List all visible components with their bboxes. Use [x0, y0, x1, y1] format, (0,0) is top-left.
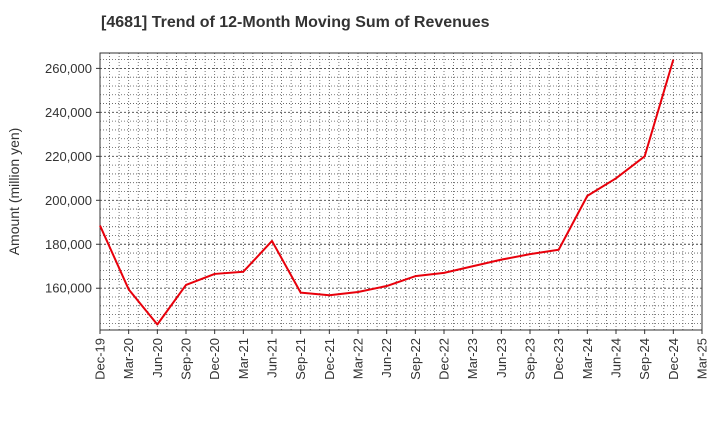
series-layer	[99, 59, 675, 326]
y-tick-label: 180,000	[45, 237, 92, 252]
x-tick-label: Jun-20	[150, 338, 165, 378]
x-tick-label: Dec-24	[666, 338, 681, 380]
y-tick-label: 240,000	[45, 105, 92, 120]
x-tick-label: Mar-24	[580, 338, 595, 379]
x-tick-label: Sep-24	[637, 338, 652, 380]
x-tick-label: Sep-20	[179, 338, 194, 380]
x-tick-label: Mar-23	[465, 338, 480, 379]
y-tick-label: 260,000	[45, 61, 92, 76]
x-tick-label: Dec-23	[551, 338, 566, 380]
y-tick-label: 160,000	[45, 281, 92, 296]
y-tick-label: 200,000	[45, 193, 92, 208]
x-tick-label: Mar-20	[121, 338, 136, 379]
y-tick-label: 220,000	[45, 149, 92, 164]
x-tick-label: Jun-22	[379, 338, 394, 378]
x-tick-label: Mar-25	[695, 338, 710, 379]
y-axis: 160,000 180,000 200,000 220,000 240,000 260,0…	[45, 61, 100, 296]
x-tick-label: Dec-19	[93, 338, 108, 380]
x-tick-label: Jun-23	[494, 338, 509, 378]
x-tick-label: Mar-22	[351, 338, 366, 379]
x-tick-label: Sep-22	[408, 338, 423, 380]
x-axis: Dec-19 Mar-20 Jun-20 Sep-20 Dec-20 Mar-21 Jun-…	[93, 330, 710, 380]
plot-frame	[99, 52, 703, 331]
x-tick-label: Dec-21	[322, 338, 337, 380]
series-line	[99, 59, 675, 326]
x-tick-label: Dec-20	[207, 338, 222, 380]
x-tick-label: Sep-23	[523, 338, 538, 380]
x-tick-label: Jun-24	[609, 338, 624, 378]
y-axis-label: Amount (million yen)	[6, 128, 22, 256]
chart-title: [4681] Trend of 12-Month Moving Sum of R…	[101, 14, 490, 31]
x-tick-label: Mar-21	[236, 338, 251, 379]
x-tick-label: Jun-21	[265, 338, 280, 378]
x-tick-label: Dec-22	[437, 338, 452, 380]
grid	[100, 53, 702, 330]
x-tick-label: Sep-21	[293, 338, 308, 380]
